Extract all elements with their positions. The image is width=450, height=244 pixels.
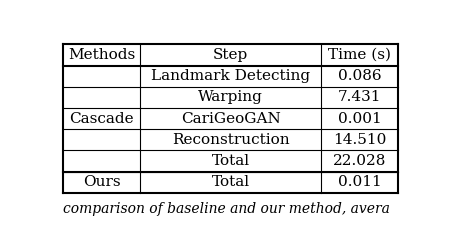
Text: Landmark Detecting: Landmark Detecting: [151, 69, 310, 83]
Text: Warping: Warping: [198, 90, 263, 104]
Text: 0.011: 0.011: [338, 175, 382, 189]
Text: Methods: Methods: [68, 48, 135, 62]
Text: Total: Total: [212, 175, 250, 189]
Text: CariGeoGAN: CariGeoGAN: [181, 112, 280, 125]
Text: Total: Total: [212, 154, 250, 168]
Text: Reconstruction: Reconstruction: [172, 133, 289, 147]
Text: 22.028: 22.028: [333, 154, 387, 168]
Text: 14.510: 14.510: [333, 133, 387, 147]
Text: comparison of baseline and our method, avera: comparison of baseline and our method, a…: [63, 202, 390, 216]
Text: Cascade: Cascade: [69, 112, 134, 125]
Text: Step: Step: [213, 48, 248, 62]
Text: 7.431: 7.431: [338, 90, 382, 104]
Text: 0.001: 0.001: [338, 112, 382, 125]
Text: 0.086: 0.086: [338, 69, 382, 83]
Text: Time (s): Time (s): [328, 48, 391, 62]
Text: Ours: Ours: [83, 175, 121, 189]
